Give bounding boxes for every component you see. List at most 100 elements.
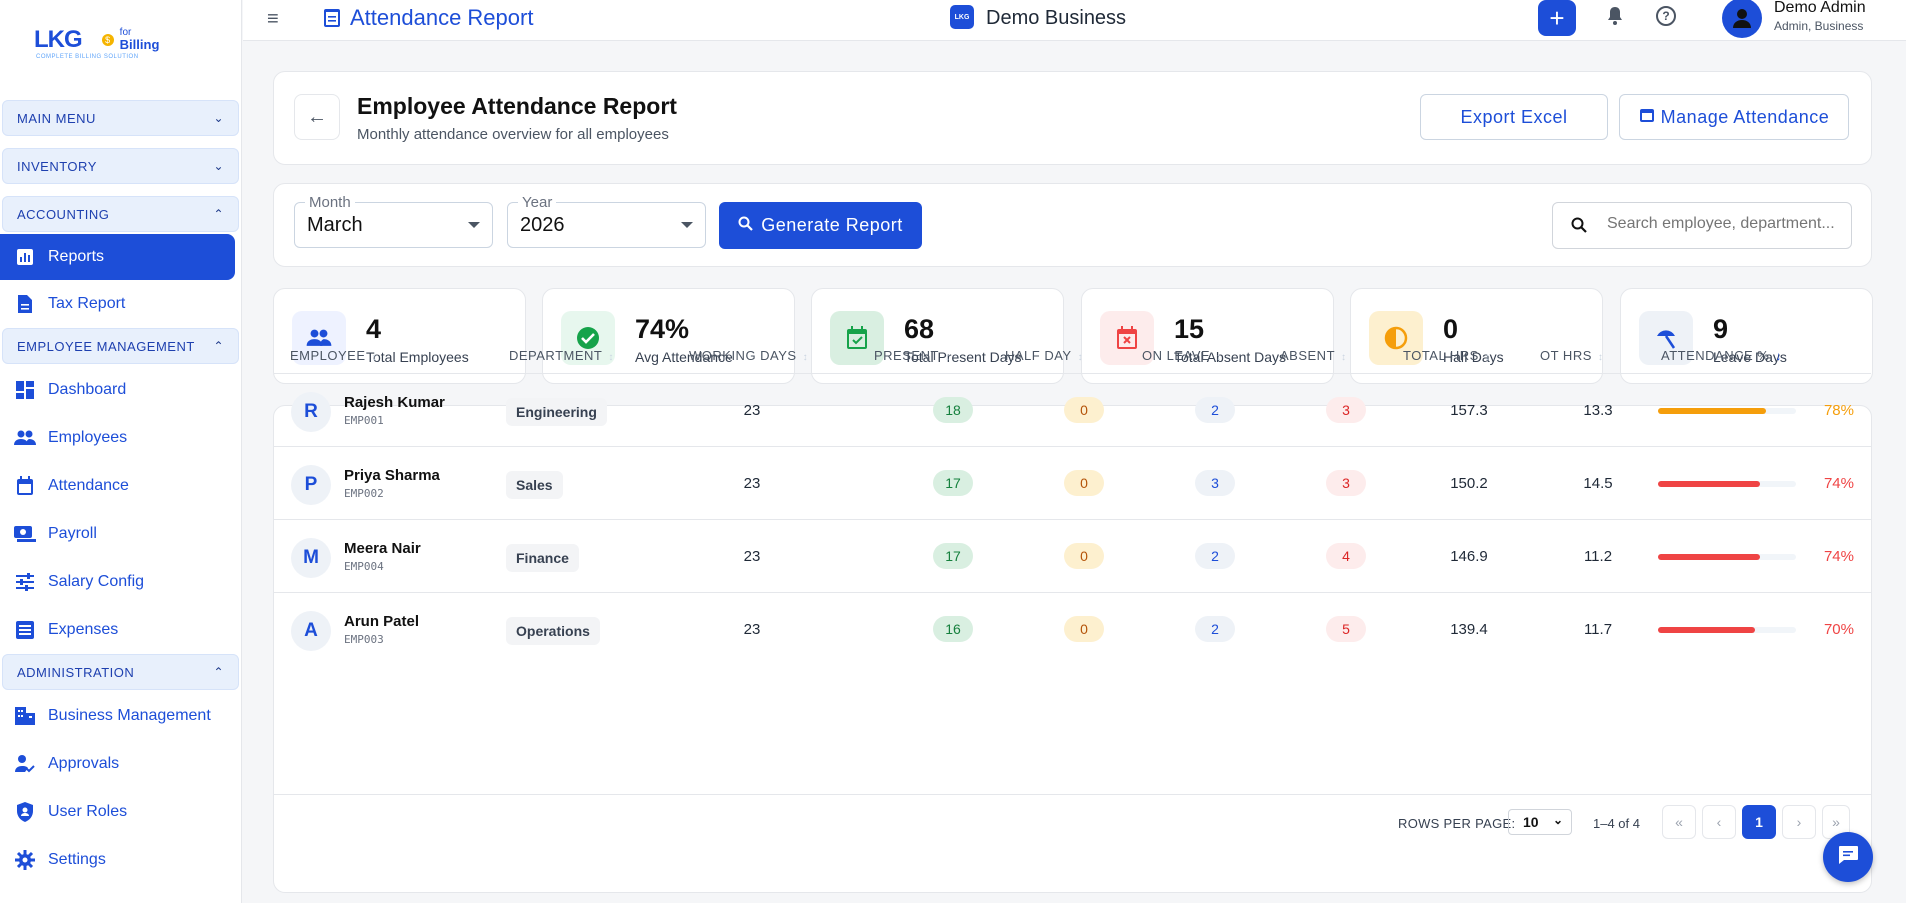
- working-days: 23: [743, 548, 761, 565]
- sidebar-item-label: User Roles: [48, 803, 128, 820]
- year-select[interactable]: Year 2026: [507, 194, 706, 248]
- sidebar-item-reports[interactable]: Reports: [0, 234, 235, 280]
- attendance-progress-fill: [1658, 627, 1755, 633]
- sidebar-item-attendance[interactable]: Attendance: [0, 462, 241, 510]
- attendance-percent: 74%: [1823, 475, 1854, 492]
- column-header[interactable]: ATTENDANCE % ↓: [1661, 348, 1782, 363]
- section-inventory[interactable]: INVENTORY ⌄: [2, 148, 239, 184]
- sidebar-item-employees[interactable]: Employees: [0, 414, 241, 462]
- chat-button[interactable]: [1823, 832, 1873, 882]
- sidebar-item-settings[interactable]: Settings: [0, 836, 241, 884]
- column-header[interactable]: HALF DAY ↕: [1005, 348, 1083, 363]
- payroll-icon: [14, 523, 36, 545]
- on-leave-badge: 2: [1195, 543, 1235, 569]
- user-role: Admin, Business: [1774, 19, 1864, 33]
- stat-label: Total Absent Days: [1174, 349, 1287, 365]
- shield-user-icon: [14, 801, 36, 823]
- logo-for: for: [119, 27, 132, 38]
- employee-name: Rajesh Kumar: [344, 394, 445, 411]
- sort-icon: ↕: [802, 352, 809, 363]
- calendar-icon: [14, 475, 36, 497]
- page-number: 1: [1755, 814, 1763, 830]
- calendar-check-icon: [830, 311, 884, 365]
- rows-per-page-select[interactable]: 10 ⌄: [1508, 809, 1572, 835]
- section-employee-management[interactable]: EMPLOYEE MANAGEMENT ⌃: [2, 328, 239, 364]
- section-administration[interactable]: ADMINISTRATION ⌃: [2, 654, 239, 690]
- caret-down-icon: [681, 222, 693, 228]
- sidebar-item-label: Employees: [48, 429, 128, 446]
- sidebar-item-expenses[interactable]: Expenses: [0, 606, 241, 654]
- stat-label: Half Days: [1443, 349, 1504, 365]
- stat-value: 0: [1443, 314, 1459, 344]
- topbar: ≡ Attendance Report LKG Demo Business + …: [243, 0, 1906, 41]
- beach-umbrella-icon: [1639, 311, 1693, 365]
- column-header-label: TOTAL HRS: [1403, 348, 1479, 363]
- bell-icon[interactable]: [1607, 7, 1623, 30]
- add-button[interactable]: +: [1538, 0, 1576, 36]
- coin-icon: $: [101, 34, 114, 46]
- avatar[interactable]: [1722, 0, 1762, 38]
- back-button[interactable]: ←: [294, 94, 340, 140]
- column-header-label: OT HRS: [1540, 348, 1592, 363]
- clipboard-icon: [323, 6, 341, 33]
- on-leave-badge: 2: [1195, 397, 1235, 423]
- column-header[interactable]: PRESENT ↕: [874, 348, 950, 363]
- user-name: Demo Admin: [1774, 0, 1866, 16]
- manage-attendance-button[interactable]: Manage Attendance: [1619, 94, 1849, 140]
- sidebar-item-label: Expenses: [48, 621, 119, 638]
- stat-value: 9: [1713, 314, 1729, 344]
- logo[interactable]: LKG $ for Billing COMPLETE BILLING SOLUT…: [0, 0, 241, 80]
- next-page-button[interactable]: ›: [1782, 805, 1816, 839]
- section-main-menu[interactable]: MAIN MENU ⌄: [2, 100, 239, 136]
- table-row[interactable]: A Arun Patel EMP003 Operations 23 16 0 2 5 139.4 1…: [274, 592, 1871, 665]
- menu-collapse-icon[interactable]: ≡: [267, 8, 279, 30]
- generate-report-button[interactable]: Generate Report: [719, 202, 922, 249]
- help-icon[interactable]: ?: [1656, 6, 1676, 26]
- first-page-button[interactable]: «: [1662, 805, 1696, 839]
- column-header-label: WORKING DAYS: [689, 348, 797, 363]
- ot-hours: 11.2: [1583, 548, 1613, 565]
- table-row[interactable]: M Meera Nair EMP004 Finance 23 17 0 2 4 146.9 11.2…: [274, 519, 1871, 592]
- column-header[interactable]: EMPLOYEE ↕: [290, 348, 377, 363]
- sidebar-item-salary-config[interactable]: Salary Config: [0, 558, 241, 606]
- table-row[interactable]: P Priya Sharma EMP002 Sales 23 17 0 3 3 150.2 14.5…: [274, 446, 1871, 519]
- stat-label: Leave Days: [1713, 349, 1787, 365]
- column-header[interactable]: OT HRS ↕: [1540, 348, 1603, 363]
- sidebar-item-dashboard[interactable]: Dashboard: [0, 366, 241, 414]
- sidebar-item-user-roles[interactable]: User Roles: [0, 788, 241, 836]
- present-badge: 17: [933, 543, 973, 569]
- rows-per-page-label: ROWS PER PAGE:: [1398, 816, 1516, 831]
- section-accounting[interactable]: ACCOUNTING ⌃: [2, 196, 239, 232]
- column-header[interactable]: ON LEAVE ↕: [1142, 348, 1222, 363]
- page-button-current[interactable]: 1: [1742, 805, 1776, 839]
- logo-product: Billing: [119, 37, 160, 52]
- list-icon: [14, 619, 36, 641]
- sidebar-item-label: Attendance: [48, 477, 129, 494]
- column-header[interactable]: WORKING DAYS ↕: [689, 348, 808, 363]
- month-select[interactable]: Month March: [294, 194, 493, 248]
- prev-page-button[interactable]: ‹: [1702, 805, 1736, 839]
- sidebar-item-business-management[interactable]: Business Management: [0, 692, 241, 740]
- employee-name: Priya Sharma: [344, 467, 440, 484]
- half-day-badge: 0: [1064, 470, 1104, 496]
- attendance-percent: 70%: [1823, 621, 1854, 638]
- present-badge: 18: [933, 397, 973, 423]
- column-header[interactable]: TOTAL HRS ↕: [1403, 348, 1490, 363]
- chevron-up-icon: ⌃: [213, 207, 224, 221]
- column-header[interactable]: DEPARTMENT ↕: [509, 348, 614, 363]
- department-badge: Finance: [506, 544, 579, 572]
- people-icon: [292, 311, 346, 365]
- table-row[interactable]: R Rajesh Kumar EMP001 Engineering 23 18 0 2 3 157…: [274, 373, 1871, 446]
- sidebar-item-approvals[interactable]: Approvals: [0, 740, 241, 788]
- sidebar-item-payroll[interactable]: Payroll: [0, 510, 241, 558]
- manage-label: Manage Attendance: [1660, 106, 1830, 127]
- absent-badge: 5: [1326, 616, 1366, 642]
- search-field[interactable]: [1552, 202, 1852, 249]
- business-name[interactable]: Demo Business: [986, 7, 1127, 29]
- search-input[interactable]: [1607, 215, 1837, 233]
- chevron-up-icon: ⌃: [213, 665, 224, 679]
- export-excel-button[interactable]: Export Excel: [1420, 94, 1608, 140]
- sidebar-item-tax-report[interactable]: Tax Report: [0, 280, 241, 328]
- column-header[interactable]: ABSENT ↕: [1280, 348, 1347, 363]
- calendar-edit-icon: [1639, 107, 1655, 128]
